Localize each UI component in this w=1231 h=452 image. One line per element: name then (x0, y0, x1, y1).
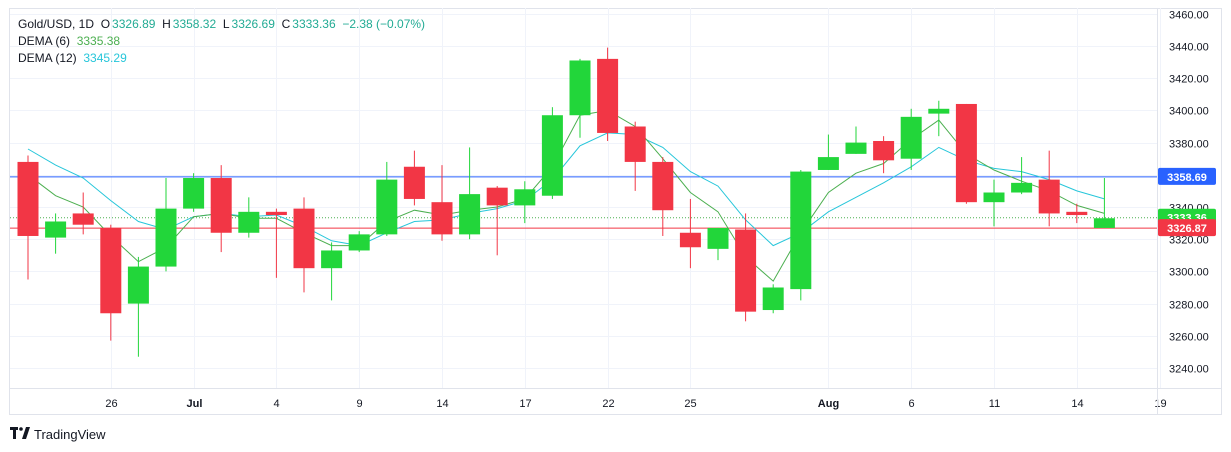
legend-open-value: 3326.89 (112, 17, 156, 31)
x-tick-label: 14 (436, 398, 448, 410)
tradingview-brand[interactable]: TradingView (10, 427, 106, 442)
resistance-price-label-bg (1158, 167, 1216, 185)
x-tick-label: 11 (989, 398, 1000, 410)
candle-body (210, 178, 232, 233)
candle-body (955, 103, 977, 203)
candle-body (569, 60, 591, 116)
candle-body (845, 142, 867, 154)
candle-body (155, 208, 177, 267)
x-tick-label: 25 (684, 398, 696, 410)
axes: 3240.003260.003280.003300.003320.003340.… (10, 8, 1221, 414)
candle-body (265, 211, 287, 216)
legend-ohlc-row: Gold/USD, 1D O 3326.89 H 3358.32 L 3326.69 … (18, 16, 425, 33)
candle-body (431, 202, 453, 235)
legend-low-label: L (222, 17, 230, 31)
y-tick-label: 3260.00 (1169, 332, 1209, 344)
candle-body (376, 179, 398, 235)
candle-body (1038, 179, 1060, 214)
candle-body (293, 208, 315, 269)
y-tick-label: 3320.00 (1169, 235, 1209, 247)
candle-body (1066, 211, 1088, 216)
x-tick-label: 19 (1154, 398, 1166, 410)
candle-body (17, 161, 39, 236)
y-tick-label: 3420.00 (1169, 74, 1209, 86)
candle-body (790, 171, 812, 290)
legend-dema6-value: 3335.38 (76, 34, 121, 48)
chart-frame (9, 8, 1222, 415)
x-tick-label: 9 (356, 398, 362, 410)
candle-body (597, 58, 619, 133)
candle-body (45, 221, 67, 238)
legend-dema6-label: DEMA (6) (18, 34, 71, 48)
price-lines (10, 176, 1157, 229)
legend-symbol: Gold/USD, 1D (18, 17, 95, 31)
candles (17, 47, 1115, 357)
candle-body (983, 192, 1005, 203)
x-tick-label: 26 (105, 398, 117, 410)
candle-body (624, 126, 646, 162)
candle-body (541, 115, 563, 196)
x-tick-label: 17 (519, 398, 531, 410)
x-tick-label: 6 (908, 398, 914, 410)
legend-dema12-row: DEMA (12) 3345.29 (18, 50, 425, 67)
x-tick-label: 14 (1071, 398, 1083, 410)
x-tick-label: 22 (602, 398, 614, 410)
legend-change: −2.38 (−0.07%) (342, 17, 426, 31)
candle-body (459, 194, 481, 235)
candle-body (183, 178, 205, 209)
y-tick-label: 3400.00 (1169, 106, 1209, 118)
legend-high-label: H (162, 17, 171, 31)
candle-body (652, 161, 674, 211)
y-tick-label: 3380.00 (1169, 139, 1209, 151)
support-price-label-bg (1158, 219, 1216, 237)
candle-body (707, 227, 729, 249)
support-price-label: 3326.87 (1167, 223, 1207, 235)
candle-body (928, 108, 950, 114)
legend-close-label: C (281, 17, 291, 31)
legend-low-value: 3326.69 (231, 17, 275, 31)
y-tick-label: 3300.00 (1169, 267, 1209, 279)
legend-dema12-label: DEMA (12) (18, 51, 77, 65)
legend-close-value: 3333.36 (292, 17, 336, 31)
y-tick-label: 3440.00 (1169, 42, 1209, 54)
x-tick-label: Jul (187, 398, 203, 410)
candle-body (127, 266, 149, 304)
candle-body (486, 187, 508, 206)
legend-dema6-row: DEMA (6) 3335.38 (18, 33, 425, 50)
candle-body (72, 213, 94, 225)
candle-body (679, 232, 701, 248)
candle-body (873, 140, 895, 161)
candle-body (514, 189, 536, 206)
legend-high-value: 3358.32 (172, 17, 217, 31)
candle-body (762, 287, 784, 311)
candle-body (817, 157, 839, 170)
candle-body (403, 166, 425, 199)
y-tick-label: 3280.00 (1169, 300, 1209, 312)
y-tick-label: 3460.00 (1169, 10, 1209, 22)
resistance-price-label: 3358.69 (1167, 172, 1207, 184)
tradingview-logo-icon (10, 427, 30, 442)
candle-body (348, 234, 370, 251)
candle-body (321, 250, 343, 269)
x-tick-label: 4 (273, 398, 279, 410)
candle-body (1011, 182, 1033, 193)
candle-body (900, 116, 922, 159)
candle-body (735, 229, 757, 312)
legend-dema12-value: 3345.29 (83, 51, 127, 65)
x-tick-label: Aug (818, 398, 839, 410)
dema6-series (27, 109, 1105, 282)
candle-body (1093, 218, 1115, 228)
candle-body (238, 211, 260, 233)
legend: Gold/USD, 1D O 3326.89 H 3358.32 L 3326.69 … (18, 16, 425, 67)
candle-body (100, 227, 122, 314)
dema6-line (27, 109, 1105, 282)
legend-open-label: O (100, 17, 111, 31)
y-tick-label: 3240.00 (1169, 364, 1209, 376)
tradingview-brand-name: TradingView (34, 427, 106, 442)
